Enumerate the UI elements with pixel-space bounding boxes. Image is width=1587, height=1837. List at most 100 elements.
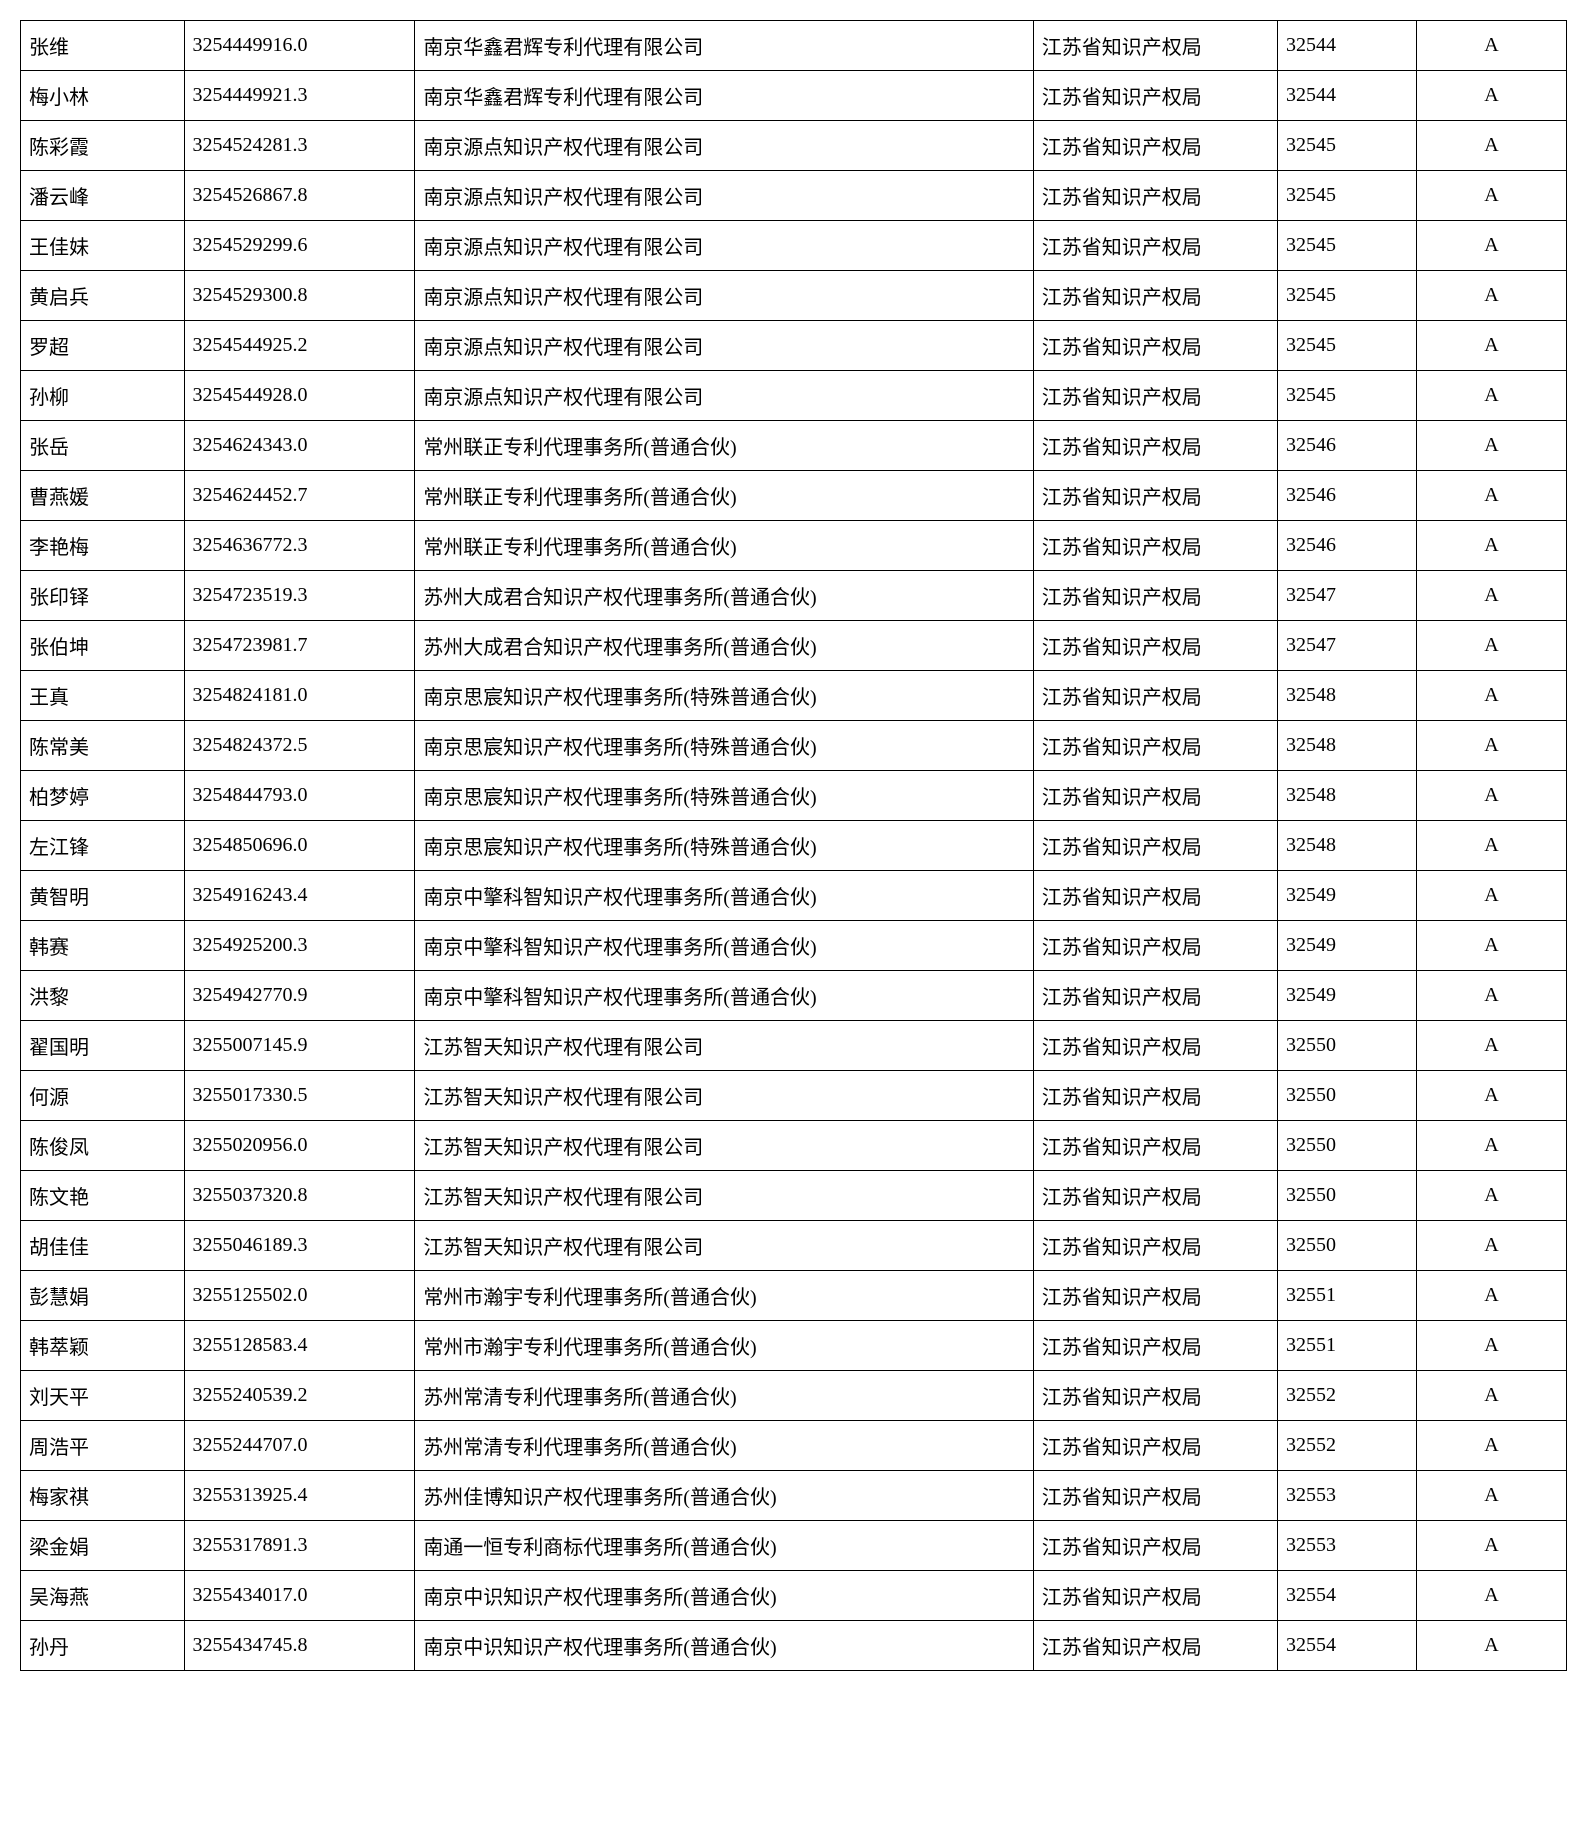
cell-name: 罗超	[21, 321, 185, 371]
table-row: 潘云峰3254526867.8南京源点知识产权代理有限公司江苏省知识产权局325…	[21, 171, 1567, 221]
cell-name: 张印铎	[21, 571, 185, 621]
cell-num: 3255317891.3	[184, 1521, 415, 1571]
cell-bureau: 江苏省知识产权局	[1033, 971, 1277, 1021]
cell-num: 3254529300.8	[184, 271, 415, 321]
cell-bureau: 江苏省知识产权局	[1033, 421, 1277, 471]
cell-grade: A	[1416, 621, 1566, 671]
cell-grade: A	[1416, 1221, 1566, 1271]
cell-name: 刘天平	[21, 1371, 185, 1421]
cell-grade: A	[1416, 871, 1566, 921]
cell-grade: A	[1416, 571, 1566, 621]
cell-org: 南京中擎科智知识产权代理事务所(普通合伙)	[415, 921, 1033, 971]
cell-org: 苏州大成君合知识产权代理事务所(普通合伙)	[415, 621, 1033, 671]
cell-grade: A	[1416, 671, 1566, 721]
table-row: 孙柳3254544928.0南京源点知识产权代理有限公司江苏省知识产权局3254…	[21, 371, 1567, 421]
cell-org: 常州市瀚宇专利代理事务所(普通合伙)	[415, 1321, 1033, 1371]
table-row: 李艳梅3254636772.3常州联正专利代理事务所(普通合伙)江苏省知识产权局…	[21, 521, 1567, 571]
table-row: 王真3254824181.0南京思宸知识产权代理事务所(特殊普通合伙)江苏省知识…	[21, 671, 1567, 721]
table-row: 陈常美3254824372.5南京思宸知识产权代理事务所(特殊普通合伙)江苏省知…	[21, 721, 1567, 771]
cell-grade: A	[1416, 321, 1566, 371]
cell-org: 常州联正专利代理事务所(普通合伙)	[415, 421, 1033, 471]
cell-code: 32544	[1277, 21, 1416, 71]
cell-grade: A	[1416, 1621, 1566, 1671]
cell-name: 黄智明	[21, 871, 185, 921]
cell-num: 3254544928.0	[184, 371, 415, 421]
cell-num: 3254942770.9	[184, 971, 415, 1021]
cell-org: 南京华鑫君辉专利代理有限公司	[415, 71, 1033, 121]
cell-code: 32546	[1277, 421, 1416, 471]
cell-name: 孙丹	[21, 1621, 185, 1671]
cell-grade: A	[1416, 1171, 1566, 1221]
cell-code: 32552	[1277, 1371, 1416, 1421]
cell-num: 3254524281.3	[184, 121, 415, 171]
table-row: 孙丹3255434745.8南京中识知识产权代理事务所(普通合伙)江苏省知识产权…	[21, 1621, 1567, 1671]
cell-bureau: 江苏省知识产权局	[1033, 71, 1277, 121]
cell-grade: A	[1416, 1571, 1566, 1621]
cell-num: 3254824181.0	[184, 671, 415, 721]
cell-grade: A	[1416, 1521, 1566, 1571]
cell-grade: A	[1416, 1321, 1566, 1371]
cell-org: 南京中擎科智知识产权代理事务所(普通合伙)	[415, 971, 1033, 1021]
table-row: 刘天平3255240539.2苏州常清专利代理事务所(普通合伙)江苏省知识产权局…	[21, 1371, 1567, 1421]
cell-name: 梅家祺	[21, 1471, 185, 1521]
table-row: 罗超3254544925.2南京源点知识产权代理有限公司江苏省知识产权局3254…	[21, 321, 1567, 371]
cell-num: 3254449921.3	[184, 71, 415, 121]
cell-code: 32551	[1277, 1321, 1416, 1371]
cell-org: 常州联正专利代理事务所(普通合伙)	[415, 521, 1033, 571]
cell-org: 苏州常清专利代理事务所(普通合伙)	[415, 1421, 1033, 1471]
cell-grade: A	[1416, 371, 1566, 421]
table-row: 翟国明3255007145.9江苏智天知识产权代理有限公司江苏省知识产权局325…	[21, 1021, 1567, 1071]
cell-bureau: 江苏省知识产权局	[1033, 1071, 1277, 1121]
cell-name: 左江锋	[21, 821, 185, 871]
cell-bureau: 江苏省知识产权局	[1033, 521, 1277, 571]
table-row: 吴海燕3255434017.0南京中识知识产权代理事务所(普通合伙)江苏省知识产…	[21, 1571, 1567, 1621]
cell-num: 3254850696.0	[184, 821, 415, 871]
cell-org: 南京源点知识产权代理有限公司	[415, 271, 1033, 321]
table-row: 曹燕媛3254624452.7常州联正专利代理事务所(普通合伙)江苏省知识产权局…	[21, 471, 1567, 521]
cell-grade: A	[1416, 921, 1566, 971]
cell-org: 南京中擎科智知识产权代理事务所(普通合伙)	[415, 871, 1033, 921]
cell-code: 32550	[1277, 1221, 1416, 1271]
cell-grade: A	[1416, 21, 1566, 71]
cell-name: 洪黎	[21, 971, 185, 1021]
cell-grade: A	[1416, 71, 1566, 121]
cell-bureau: 江苏省知识产权局	[1033, 1521, 1277, 1571]
cell-name: 陈常美	[21, 721, 185, 771]
cell-code: 32553	[1277, 1471, 1416, 1521]
cell-num: 3254723981.7	[184, 621, 415, 671]
cell-code: 32553	[1277, 1521, 1416, 1571]
cell-num: 3255020956.0	[184, 1121, 415, 1171]
cell-num: 3254449916.0	[184, 21, 415, 71]
cell-code: 32545	[1277, 371, 1416, 421]
cell-code: 32550	[1277, 1121, 1416, 1171]
cell-org: 南京华鑫君辉专利代理有限公司	[415, 21, 1033, 71]
cell-grade: A	[1416, 1071, 1566, 1121]
cell-code: 32545	[1277, 221, 1416, 271]
cell-num: 3254723519.3	[184, 571, 415, 621]
cell-num: 3255125502.0	[184, 1271, 415, 1321]
cell-org: 南京中识知识产权代理事务所(普通合伙)	[415, 1621, 1033, 1671]
cell-name: 韩赛	[21, 921, 185, 971]
cell-code: 32544	[1277, 71, 1416, 121]
cell-bureau: 江苏省知识产权局	[1033, 1421, 1277, 1471]
cell-num: 3254844793.0	[184, 771, 415, 821]
cell-bureau: 江苏省知识产权局	[1033, 921, 1277, 971]
cell-org: 江苏智天知识产权代理有限公司	[415, 1171, 1033, 1221]
cell-code: 32548	[1277, 771, 1416, 821]
cell-code: 32550	[1277, 1171, 1416, 1221]
cell-name: 梅小林	[21, 71, 185, 121]
cell-bureau: 江苏省知识产权局	[1033, 871, 1277, 921]
table-row: 陈彩霞3254524281.3南京源点知识产权代理有限公司江苏省知识产权局325…	[21, 121, 1567, 171]
cell-bureau: 江苏省知识产权局	[1033, 1621, 1277, 1671]
cell-bureau: 江苏省知识产权局	[1033, 171, 1277, 221]
cell-code: 32547	[1277, 571, 1416, 621]
cell-grade: A	[1416, 771, 1566, 821]
table-body: 张维3254449916.0南京华鑫君辉专利代理有限公司江苏省知识产权局3254…	[21, 21, 1567, 1671]
cell-name: 黄启兵	[21, 271, 185, 321]
cell-name: 何源	[21, 1071, 185, 1121]
cell-code: 32549	[1277, 971, 1416, 1021]
cell-code: 32549	[1277, 921, 1416, 971]
cell-num: 3254824372.5	[184, 721, 415, 771]
cell-org: 南京源点知识产权代理有限公司	[415, 221, 1033, 271]
cell-org: 南通一恒专利商标代理事务所(普通合伙)	[415, 1521, 1033, 1571]
